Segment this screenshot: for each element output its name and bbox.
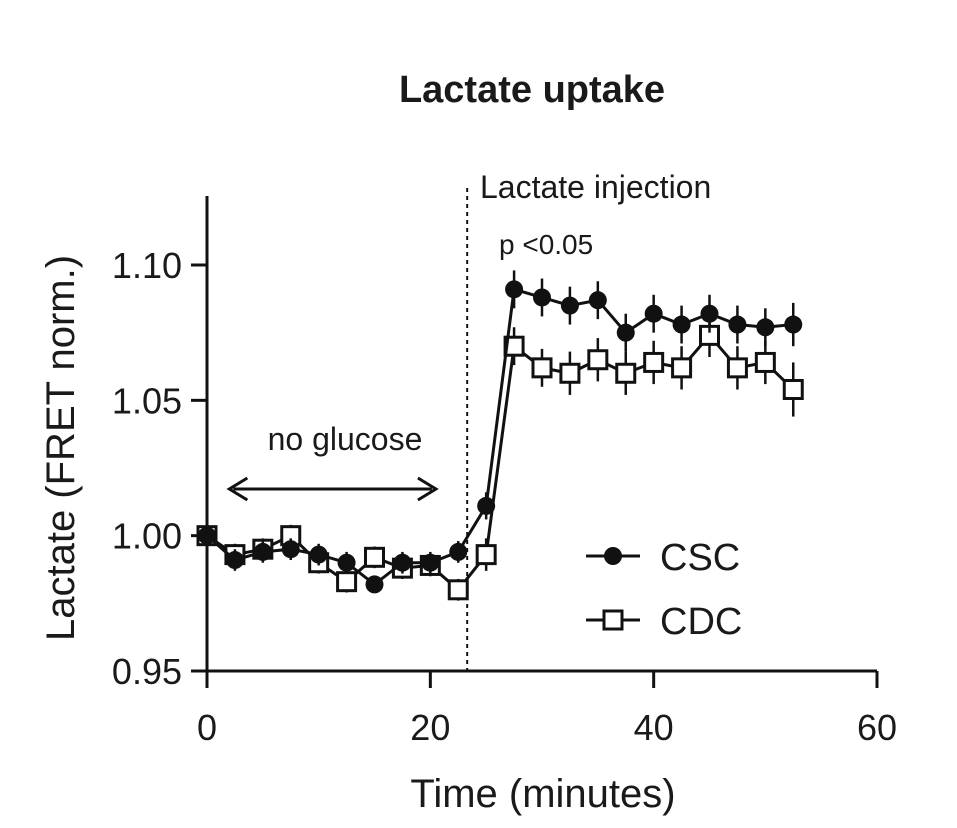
series-line-cdc xyxy=(206,333,795,592)
data-point-csc xyxy=(365,575,384,594)
data-point-csc xyxy=(728,315,747,334)
range-arrow xyxy=(226,476,439,502)
data-point-cdc xyxy=(531,357,553,379)
data-point-cdc xyxy=(754,351,776,373)
series-csc xyxy=(198,270,803,594)
y-tick-label: 1.00 xyxy=(112,516,182,557)
y-tick-label: 1.05 xyxy=(112,380,182,421)
x-tick-label: 60 xyxy=(857,707,897,748)
x-tick-label: 40 xyxy=(634,707,674,748)
legend-label-cdc: CDC xyxy=(660,601,742,643)
data-point-cdc xyxy=(782,379,804,401)
injection-label: Lactate injection xyxy=(480,169,711,205)
x-tick-label: 20 xyxy=(410,707,450,748)
data-point-csc xyxy=(588,291,607,310)
range-arrow-left-head xyxy=(226,476,249,502)
legend: CSC CDC xyxy=(586,537,742,643)
y-tick-label: 0.95 xyxy=(112,651,182,692)
data-point-cdc xyxy=(559,362,581,384)
legend-marker-cdc xyxy=(602,609,624,631)
legend-label-csc: CSC xyxy=(660,537,740,579)
legend-item-csc: CSC xyxy=(586,537,740,579)
data-point-csc xyxy=(281,540,300,559)
data-point-csc xyxy=(616,323,635,342)
axes: 0 20 40 60 0.95 1.00 1.05 1.10 xyxy=(112,196,897,748)
series-group xyxy=(196,270,804,601)
data-point-csc xyxy=(198,526,216,545)
x-tick-label: 0 xyxy=(197,707,217,748)
x-ticks: 0 20 40 60 xyxy=(197,671,897,748)
data-point-csc xyxy=(560,296,579,315)
data-point-csc xyxy=(253,542,272,561)
data-point-csc xyxy=(337,553,356,572)
legend-item-cdc: CDC xyxy=(586,601,742,643)
data-point-cdc xyxy=(615,362,637,384)
x-axis-label: Time (minutes) xyxy=(410,772,675,816)
pvalue-label: p <0.05 xyxy=(499,229,593,260)
data-point-csc xyxy=(421,553,440,572)
chart-title: Lactate uptake xyxy=(399,69,665,111)
data-point-cdc xyxy=(475,544,497,566)
legend-marker-csc xyxy=(604,547,622,565)
y-ticks: 0.95 1.00 1.05 1.10 xyxy=(112,245,207,692)
data-point-csc xyxy=(393,553,412,572)
data-point-cdc xyxy=(336,571,358,593)
data-point-cdc xyxy=(671,357,693,379)
data-point-cdc xyxy=(726,357,748,379)
range-label: no glucose xyxy=(268,421,423,457)
data-point-cdc xyxy=(587,349,609,371)
data-point-csc xyxy=(477,496,496,515)
data-point-csc xyxy=(449,542,468,561)
data-point-csc xyxy=(756,318,775,337)
data-point-csc xyxy=(644,304,663,323)
data-point-cdc xyxy=(364,546,385,568)
data-point-csc xyxy=(700,304,719,323)
data-point-csc xyxy=(784,315,803,334)
data-point-csc xyxy=(505,280,524,299)
data-point-csc xyxy=(225,551,244,570)
annotations: Lactate injection p <0.05 no glucose xyxy=(226,169,711,671)
range-arrow-right-head xyxy=(417,476,439,502)
data-point-cdc xyxy=(503,335,525,357)
data-point-cdc xyxy=(643,351,665,373)
data-point-cdc xyxy=(447,579,469,601)
data-point-csc xyxy=(533,288,551,307)
y-axis-label: Lactate (FRET norm.) xyxy=(39,255,83,641)
data-point-csc xyxy=(672,315,691,334)
y-tick-label: 1.10 xyxy=(112,245,182,286)
data-point-csc xyxy=(309,545,328,564)
series-line-csc xyxy=(206,287,794,587)
